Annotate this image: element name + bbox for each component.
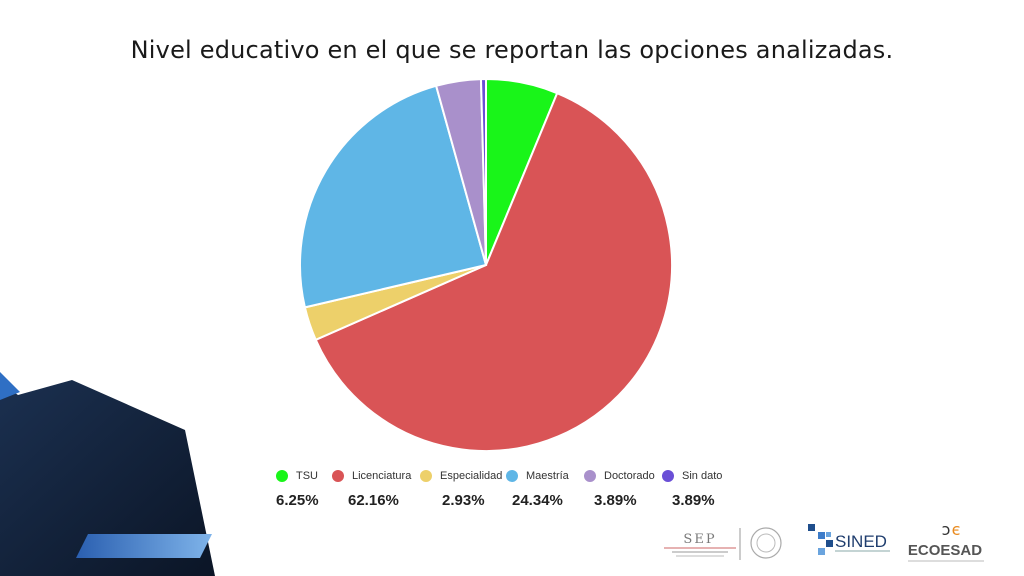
- svg-text:є: є: [952, 520, 961, 539]
- legend-label: Especialidad: [440, 470, 503, 482]
- legend-label: Maestría: [526, 470, 569, 482]
- legend-swatch: [332, 470, 344, 482]
- legend-swatch: [506, 470, 518, 482]
- legend-swatch: [276, 470, 288, 482]
- data-label: 3.89%: [672, 492, 715, 509]
- legend-swatch: [584, 470, 596, 482]
- legend-item: Especialidad: [420, 470, 502, 482]
- deco-dark-panel: [0, 380, 215, 576]
- legend-item: Maestría: [506, 470, 569, 482]
- mexico-seal-icon: [750, 527, 782, 559]
- ecoesad-logo-text: ECOESAD: [908, 542, 982, 559]
- data-label: 3.89%: [594, 492, 637, 509]
- legend-item: TSU: [276, 470, 318, 482]
- deco-blue-stripe: [76, 534, 212, 558]
- legend-label: TSU: [296, 470, 318, 482]
- svg-text:ↄ: ↄ: [942, 520, 951, 539]
- data-label: 2.93%: [442, 492, 485, 509]
- ecoesad-logo: ↄ є ECOESAD: [908, 520, 984, 562]
- data-label: 24.34%: [512, 492, 563, 509]
- legend-swatch: [420, 470, 432, 482]
- legend-item: Licenciatura: [332, 470, 411, 482]
- legend-label: Sin dato: [682, 470, 723, 482]
- sined-logo: SINED: [808, 524, 890, 555]
- sep-logo-text: SEP: [683, 532, 716, 547]
- deco-blue-edge: [0, 372, 20, 400]
- sep-logo: SEP: [664, 527, 782, 560]
- data-label: 6.25%: [276, 492, 319, 509]
- pie-slice-sin-dato: [479, 77, 487, 266]
- legend-swatch: [662, 470, 674, 482]
- pie-slice-licenciatura: [314, 91, 673, 452]
- pie-slice-maestria: [299, 84, 488, 309]
- slide-title: Nivel educativo en el que se reportan la…: [130, 36, 894, 64]
- legend-item: Doctorado: [584, 470, 655, 482]
- sined-logo-text: SINED: [835, 532, 887, 551]
- legend-item: Sin dato: [662, 470, 722, 482]
- legend-label: Licenciatura: [352, 470, 412, 482]
- legend-label: Doctorado: [604, 470, 655, 482]
- data-label: 62.16%: [348, 492, 399, 509]
